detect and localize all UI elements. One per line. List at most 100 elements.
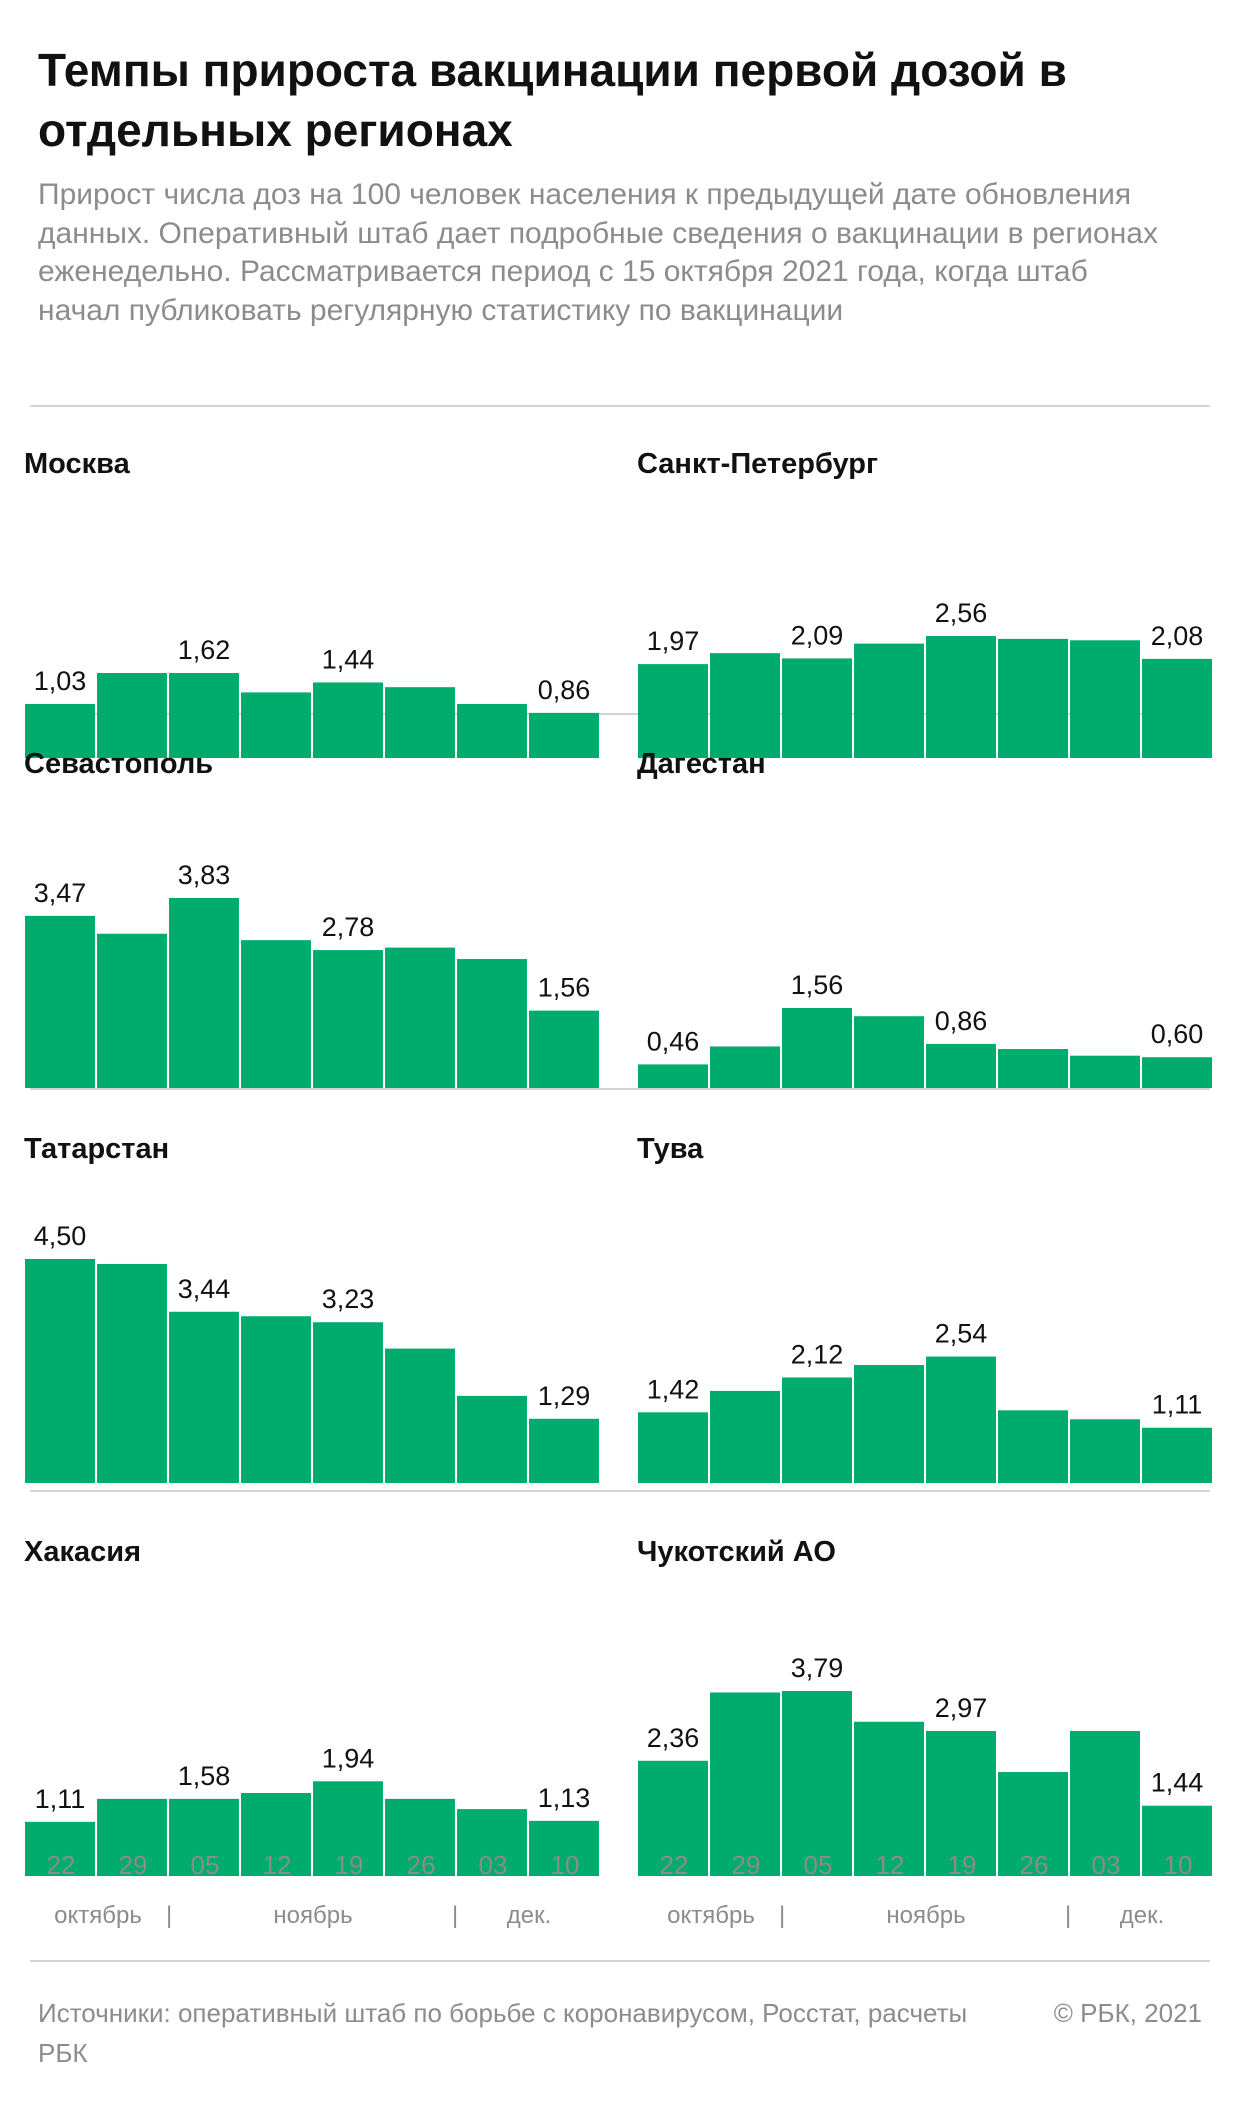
bar-03 [457, 703, 527, 758]
bar-12 [854, 1365, 924, 1483]
bar-10 [529, 712, 599, 758]
bar-29 [97, 1263, 167, 1483]
bar-03 [457, 959, 527, 1088]
bar-10 [1142, 1057, 1212, 1088]
x-tick-label: 22 [46, 1850, 76, 1880]
month-label: октябрь [667, 1902, 755, 1929]
chart-title: Чукотский АО [637, 1536, 836, 1568]
bar-12 [854, 643, 924, 758]
data-label: 1,13 [538, 1783, 591, 1813]
month-separator: | [779, 1902, 786, 1929]
bar-12 [854, 1016, 924, 1088]
data-label: 0,86 [935, 1006, 988, 1036]
month-label: дек. [1119, 1902, 1165, 1929]
bar-26 [998, 1772, 1068, 1876]
bar-19 [926, 1356, 996, 1483]
x-tick-label: 22 [659, 1850, 689, 1880]
bar-26 [385, 1348, 455, 1483]
footer-copyright: © РБК, 2021 [1053, 1998, 1202, 2028]
bar-19 [926, 636, 996, 758]
x-axis-right: 22 29 05 12 19 26 03 10 октябрь | ноябрь… [637, 1850, 1227, 1970]
bar-12 [241, 940, 311, 1088]
data-label: 1,56 [791, 970, 844, 1000]
chart-title: Тува [637, 1133, 704, 1165]
data-label: 1,11 [1152, 1390, 1203, 1420]
x-tick-label: 10 [550, 1850, 580, 1880]
chart-svg: 1,11 1,58 1,94 1,13 [25, 1743, 599, 1876]
data-label: 0,46 [647, 1026, 700, 1056]
bar-10 [529, 1010, 599, 1088]
data-label: 1,62 [178, 635, 231, 665]
bar-03 [1070, 1419, 1140, 1483]
data-label: 2,54 [935, 1319, 988, 1349]
bar-26 [385, 947, 455, 1088]
data-label: 1,42 [647, 1374, 700, 1404]
bar-03 [1070, 1731, 1140, 1876]
x-tick-label: 05 [803, 1850, 833, 1880]
data-label: 3,47 [34, 878, 87, 908]
chart-title: Севастополь [24, 748, 214, 780]
data-label: 1,03 [34, 666, 87, 696]
bar-29 [97, 673, 167, 758]
chart-title: Хакасия [24, 1536, 141, 1568]
x-tick-label: 26 [1019, 1850, 1049, 1880]
bar-26 [998, 638, 1068, 758]
bar-05 [169, 898, 239, 1088]
data-label: 3,83 [178, 860, 231, 890]
bar-22 [638, 664, 708, 758]
x-tick-label: 12 [875, 1850, 905, 1880]
bar-05 [782, 1377, 852, 1483]
bar-22 [25, 703, 95, 758]
data-label: 1,94 [322, 1743, 375, 1773]
bar-26 [998, 1049, 1068, 1088]
data-label: 1,56 [538, 973, 591, 1003]
divider [30, 1088, 1210, 1090]
bar-03 [1070, 1055, 1140, 1088]
x-tick-label: 19 [947, 1850, 977, 1880]
bar-22 [638, 1064, 708, 1088]
bar-05 [169, 1798, 239, 1876]
bar-10 [1142, 1427, 1212, 1483]
divider [30, 713, 1210, 715]
data-label: 2,56 [935, 598, 988, 628]
bar-05 [782, 1008, 852, 1088]
divider [30, 1490, 1210, 1492]
x-tick-label: 12 [262, 1850, 292, 1880]
bar-05 [169, 1311, 239, 1483]
month-separator: | [452, 1902, 459, 1929]
data-label: 0,86 [538, 675, 591, 705]
bar-29 [97, 1798, 167, 1876]
bar-10 [529, 1418, 599, 1483]
bar-03 [457, 1395, 527, 1483]
footer-sources: Источники: оперативный штаб по борьбе с … [38, 1998, 968, 2068]
data-label: 4,50 [34, 1221, 87, 1251]
data-label: 2,78 [322, 912, 375, 942]
x-tick-label: 10 [1163, 1850, 1193, 1880]
bar-22 [25, 1821, 95, 1876]
data-label: 1,44 [322, 644, 375, 674]
bar-19 [313, 950, 383, 1088]
chart-svg: 4,50 3,44 3,23 1,29 [25, 1221, 599, 1483]
bar-26 [385, 687, 455, 758]
bar-19 [926, 1043, 996, 1088]
x-axis-left: 22 29 05 12 19 26 03 10 октябрь | ноябрь… [24, 1850, 614, 1970]
bar-12 [854, 1721, 924, 1876]
chart-title: Дагестан [637, 748, 766, 780]
chart-title: Санкт-Петербург [637, 448, 879, 480]
bar-19 [313, 1781, 383, 1876]
x-tick-label: 29 [118, 1850, 148, 1880]
month-label: ноябрь [273, 1902, 353, 1929]
x-tick-label: 29 [731, 1850, 761, 1880]
chart-svg: 3,47 3,83 2,78 1,56 [25, 860, 599, 1088]
bar-19 [313, 1322, 383, 1483]
data-label: 3,79 [791, 1653, 844, 1683]
page-title: Темпы прироста вакцинации первой дозой в… [38, 44, 1067, 156]
month-label: октябрь [54, 1902, 142, 1929]
data-label: 1,44 [1151, 1768, 1204, 1798]
bar-29 [710, 1692, 780, 1876]
bar-12 [241, 1316, 311, 1483]
data-label: 3,23 [322, 1284, 375, 1314]
data-label: 2,12 [791, 1339, 844, 1369]
bar-05 [169, 673, 239, 758]
bar-29 [710, 1390, 780, 1483]
